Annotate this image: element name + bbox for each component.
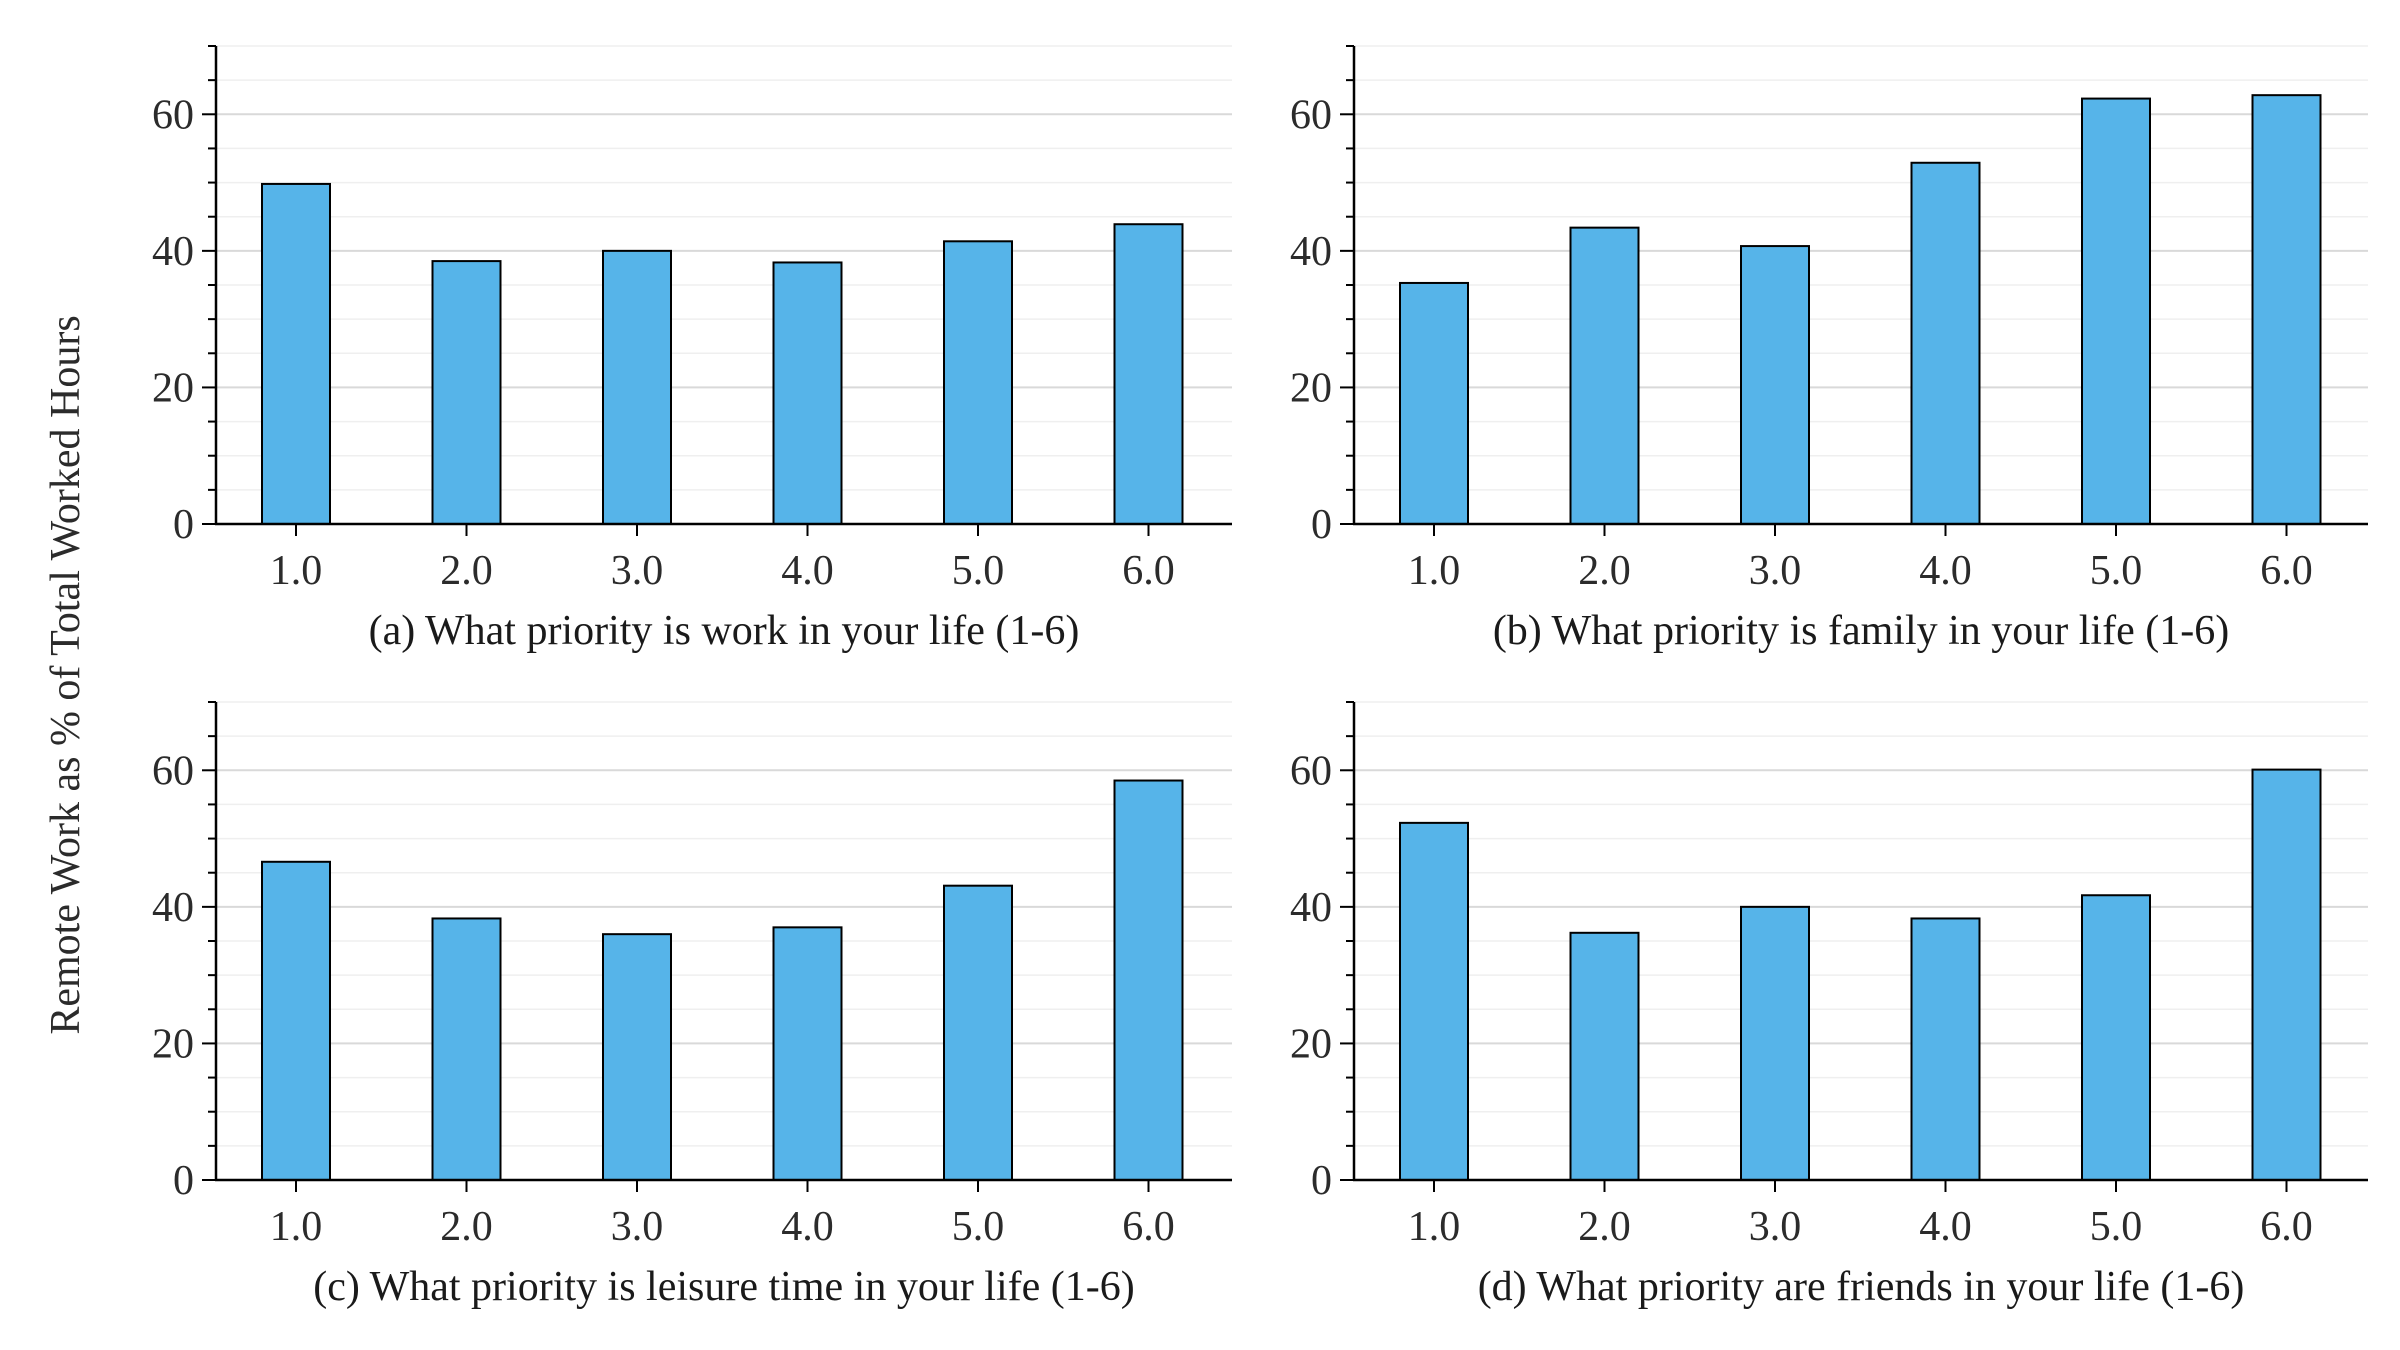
panel-caption: (a) What priority is work in your life (… (369, 608, 1080, 654)
bar-4.0 (1910, 917, 1981, 1181)
x-tick-label: 1.0 (1408, 548, 1461, 594)
bar-6.0 (1113, 223, 1184, 525)
y-tick-label: 60 (152, 92, 194, 138)
x-tick-label: 4.0 (781, 1204, 834, 1250)
y-tick-label: 40 (1290, 229, 1332, 275)
y-tick-label: 20 (1290, 365, 1332, 411)
bar-4.0 (772, 261, 843, 525)
chart-panel-a: 0 20 40 60 1.0 2.0 3.0 4.0 5.0 6.0 (a) What priori… (152, 45, 1232, 654)
bar-1.0 (1399, 281, 1469, 525)
bar-1.0 (1399, 821, 1469, 1181)
x-tick-label: 2.0 (440, 548, 493, 594)
bar-2.0 (431, 917, 502, 1181)
x-tick-label: 1.0 (270, 1204, 323, 1250)
bar-3.0 (602, 249, 672, 525)
bar-3.0 (1740, 905, 1810, 1181)
y-tick-label: 40 (152, 885, 194, 931)
y-tick-label: 40 (1290, 885, 1332, 931)
x-tick-label: 2.0 (1578, 1204, 1631, 1250)
y-tick-label: 60 (1290, 92, 1332, 138)
bar-5.0 (943, 240, 1013, 525)
y-tick-label: 0 (173, 502, 194, 548)
bar-4.0 (1910, 161, 1981, 525)
bar-2.0 (431, 260, 502, 525)
panel-caption: (d) What priority are friends in your li… (1478, 1264, 2245, 1310)
bar-6.0 (2251, 94, 2322, 525)
x-tick-label: 6.0 (1122, 548, 1175, 594)
y-tick-label: 20 (152, 365, 194, 411)
bar-1.0 (261, 182, 331, 526)
y-tick-label: 20 (152, 1021, 194, 1067)
y-tick-label: 20 (1290, 1021, 1332, 1067)
bar-5.0 (2081, 97, 2151, 526)
bar-3.0 (602, 933, 672, 1182)
x-tick-label: 3.0 (611, 548, 664, 594)
bar-5.0 (2081, 894, 2151, 1182)
x-tick-label: 3.0 (1749, 548, 1802, 594)
panel-caption: (c) What priority is leisure time in you… (313, 1264, 1134, 1310)
bar-2.0 (1569, 931, 1640, 1182)
x-tick-label: 1.0 (1408, 1204, 1461, 1250)
x-tick-label: 4.0 (781, 548, 834, 594)
bar-5.0 (943, 884, 1013, 1182)
y-tick-label: 0 (1311, 1158, 1332, 1204)
bar-3.0 (1740, 245, 1810, 525)
y-tick-label: 60 (152, 748, 194, 794)
panel-caption: (b) What priority is family in your life… (1493, 608, 2229, 654)
bar-6.0 (1113, 779, 1184, 1181)
x-tick-label: 1.0 (270, 548, 323, 594)
bar-4.0 (772, 926, 843, 1181)
y-tick-label: 0 (173, 1158, 194, 1204)
x-tick-label: 5.0 (2090, 1204, 2143, 1250)
x-tick-label: 6.0 (1122, 1204, 1175, 1250)
chart-panel-b: 0 20 40 60 1.0 2.0 3.0 4.0 5.0 6.0 (b) What priori… (1290, 45, 2368, 654)
bar-1.0 (261, 860, 331, 1181)
chart-panel-c: 0 20 40 60 1.0 2.0 3.0 4.0 5.0 6.0 (c) What priori… (152, 701, 1232, 1310)
y-tick-label: 0 (1311, 502, 1332, 548)
x-tick-label: 5.0 (952, 548, 1005, 594)
x-tick-label: 6.0 (2260, 1204, 2313, 1250)
x-tick-label: 5.0 (2090, 548, 2143, 594)
x-tick-label: 4.0 (1919, 548, 1972, 594)
x-tick-label: 4.0 (1919, 1204, 1972, 1250)
x-tick-label: 3.0 (611, 1204, 664, 1250)
x-tick-label: 5.0 (952, 1204, 1005, 1250)
x-tick-label: 3.0 (1749, 1204, 1802, 1250)
y-tick-label: 40 (152, 229, 194, 275)
bar-6.0 (2251, 768, 2322, 1181)
x-tick-label: 6.0 (2260, 548, 2313, 594)
x-tick-label: 2.0 (1578, 548, 1631, 594)
chart-panel-d: 0 20 40 60 1.0 2.0 3.0 4.0 5.0 6.0 (d) What priori… (1290, 701, 2368, 1310)
x-tick-label: 2.0 (440, 1204, 493, 1250)
bar-2.0 (1569, 226, 1640, 525)
y-tick-label: 60 (1290, 748, 1332, 794)
